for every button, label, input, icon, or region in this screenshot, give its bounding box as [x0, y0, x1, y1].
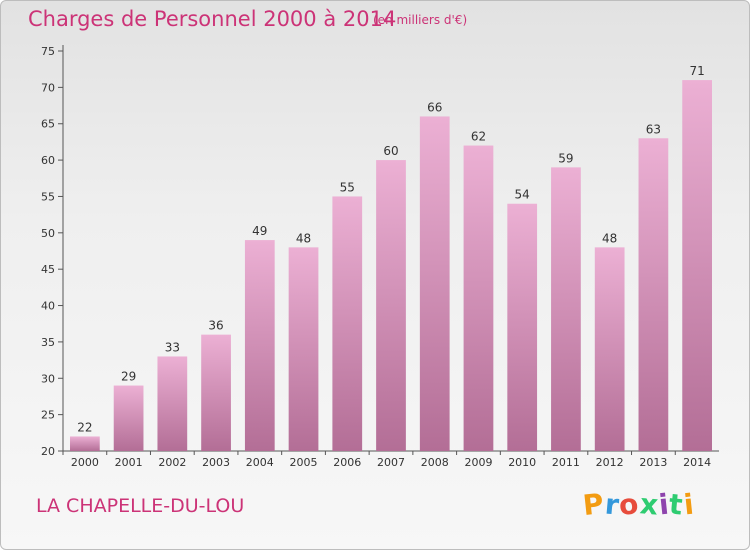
y-tick-label: 70 [41, 81, 55, 94]
x-tick-label-2014: 2014 [683, 456, 711, 469]
x-tick-label-2000: 2000 [71, 456, 99, 469]
bar-2004 [244, 240, 275, 451]
chart-axes: 20 25 30 35 40 45 50 55 60 65 70 75 2000 2001 2002 2003… [41, 45, 719, 469]
bar-2011 [551, 167, 581, 451]
logo-letter: o [617, 487, 642, 522]
value-label-2004: 49 [252, 224, 267, 238]
bar-2007 [376, 160, 406, 451]
value-label-2008: 66 [427, 100, 442, 114]
y-tick-label: 30 [41, 372, 55, 385]
value-label-2006: 55 [340, 180, 355, 194]
x-tick-label-2007: 2007 [377, 456, 405, 469]
y-tick-label: 35 [41, 336, 55, 349]
x-tick-label-2012: 2012 [596, 456, 624, 469]
bar-2012 [594, 247, 625, 451]
bar-2010 [507, 203, 538, 451]
value-label-2001: 29 [121, 370, 136, 384]
chart-subtitle: (en milliers d'€) [373, 13, 468, 27]
y-tick-label: 45 [41, 263, 55, 276]
bar-2013 [638, 138, 669, 452]
chart-title: Charges de Personnel 2000 à 2014 [28, 7, 397, 31]
y-tick-label: 40 [41, 300, 55, 313]
bar-2002 [157, 356, 188, 451]
x-tick-label-2003: 2003 [202, 456, 230, 469]
x-tick-label-2011: 2011 [552, 456, 580, 469]
bar-2001 [113, 385, 144, 451]
value-label-2010: 54 [515, 188, 530, 202]
bar-2000 [69, 436, 100, 451]
bar-2014 [682, 80, 713, 451]
value-label-2000: 22 [77, 420, 92, 434]
x-tick-label-2002: 2002 [158, 456, 186, 469]
logo-letter: i [681, 487, 696, 522]
value-label-2005: 48 [296, 231, 311, 245]
y-tick-label: 75 [41, 45, 55, 58]
y-tick-label: 55 [41, 190, 55, 203]
y-tick-label: 60 [41, 154, 55, 167]
value-label-2013: 63 [646, 122, 661, 136]
y-tick-label: 25 [41, 409, 55, 422]
x-tick-label-2005: 2005 [290, 456, 318, 469]
commune-name: LA CHAPELLE-DU-LOU [36, 495, 245, 517]
x-tick-label-2009: 2009 [464, 456, 492, 469]
x-tick-label-2008: 2008 [421, 456, 449, 469]
value-label-2002: 33 [165, 340, 180, 354]
value-label-2009: 62 [471, 130, 486, 144]
x-tick-label-2010: 2010 [508, 456, 536, 469]
value-label-2014: 71 [689, 64, 704, 78]
x-tick-label-2004: 2004 [246, 456, 274, 469]
bar-2009 [463, 145, 494, 451]
bar-2005 [288, 247, 319, 451]
x-tick-label-2001: 2001 [115, 456, 143, 469]
bar-2006 [332, 196, 363, 451]
y-tick-label: 65 [41, 118, 55, 131]
value-label-2012: 48 [602, 231, 617, 245]
y-tick-label: 20 [41, 445, 55, 458]
proxiti-logo[interactable]: Proxiti [581, 486, 696, 523]
y-tick-label: 50 [41, 227, 55, 240]
value-label-2011: 59 [558, 151, 573, 165]
value-label-2003: 36 [208, 319, 223, 333]
logo-letter: P [581, 486, 607, 523]
value-label-2007: 60 [383, 144, 398, 158]
bar-2008 [419, 116, 450, 452]
x-tick-label-2006: 2006 [333, 456, 361, 469]
bar-2003 [201, 334, 231, 451]
x-tick-label-2013: 2013 [639, 456, 667, 469]
chart-bars: 22 29 33 36 49 48 55 60 66 62 54 59 48 63 71 [69, 64, 713, 452]
